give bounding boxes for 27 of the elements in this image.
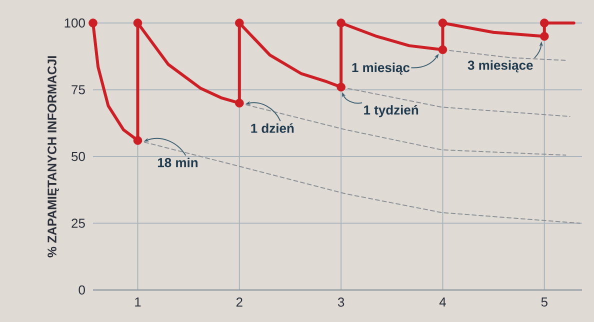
point bbox=[235, 18, 244, 28]
annotation: 1 tydzień bbox=[364, 104, 418, 118]
point bbox=[133, 18, 142, 28]
y-axis-title: % ZAPAMIĘTANYCH INFORMACJI bbox=[48, 56, 59, 258]
x-tick-label: 5 bbox=[541, 298, 548, 307]
point bbox=[336, 18, 346, 28]
point bbox=[540, 18, 549, 28]
y-tick-label: 75 bbox=[72, 85, 85, 94]
y-tick-label: 100 bbox=[64, 18, 85, 28]
x-tick-label: 3 bbox=[338, 298, 344, 307]
y-tick-label: 50 bbox=[72, 152, 85, 162]
x-tick-label: 2 bbox=[236, 298, 242, 307]
point bbox=[540, 32, 549, 41]
point bbox=[235, 98, 244, 108]
y-tick-label: 25 bbox=[72, 218, 85, 228]
point bbox=[88, 18, 98, 28]
point bbox=[336, 82, 346, 92]
annotation: 1 dzień bbox=[251, 123, 294, 133]
point bbox=[438, 18, 448, 28]
annotation: 1 miesiąc bbox=[352, 62, 410, 75]
point bbox=[438, 45, 448, 54]
point bbox=[133, 136, 142, 145]
x-tick-label: 1 bbox=[135, 298, 141, 306]
x-tick-label: 4 bbox=[439, 298, 446, 306]
annotation: 3 miesiące bbox=[468, 60, 533, 72]
y-tick-label: 0 bbox=[78, 285, 85, 295]
annotation: 18 min bbox=[158, 158, 198, 168]
